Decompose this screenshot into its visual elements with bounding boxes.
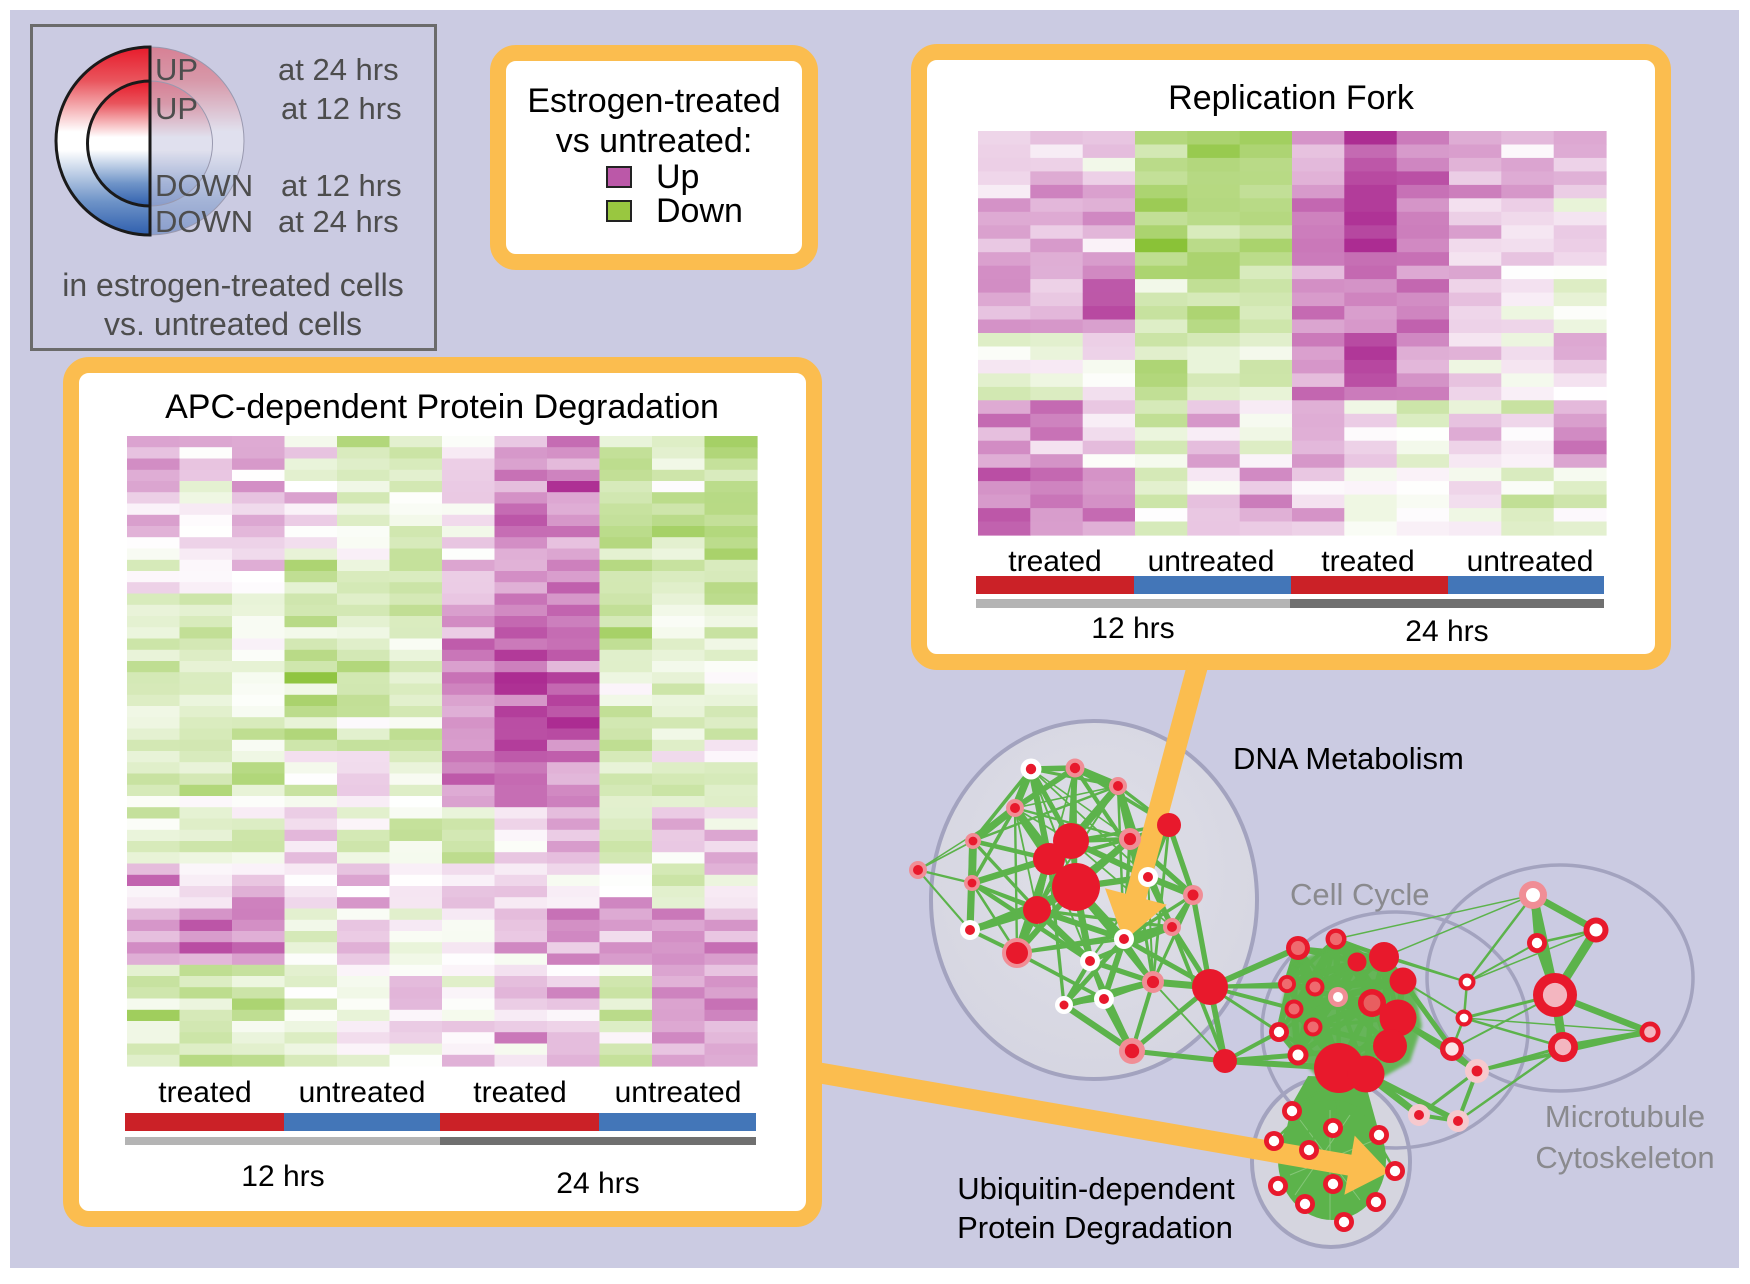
svg-text:UP: UP — [155, 91, 198, 126]
svg-text:untreated: untreated — [299, 1076, 426, 1109]
svg-text:at 12 hrs: at 12 hrs — [281, 168, 402, 203]
svg-text:Cell Cycle: Cell Cycle — [1290, 877, 1430, 912]
svg-text:vs untreated:: vs untreated: — [556, 122, 753, 160]
svg-text:Microtubule: Microtubule — [1545, 1099, 1705, 1134]
svg-text:treated: treated — [473, 1076, 566, 1109]
svg-text:at 24 hrs: at 24 hrs — [278, 204, 399, 239]
svg-text:untreated: untreated — [615, 1076, 742, 1109]
svg-text:Replication Fork: Replication Fork — [1168, 79, 1415, 117]
svg-text:UP: UP — [155, 52, 198, 87]
svg-text:untreated: untreated — [1148, 545, 1275, 578]
svg-text:Down: Down — [656, 192, 743, 230]
svg-text:DOWN: DOWN — [155, 168, 253, 203]
svg-text:DOWN: DOWN — [155, 204, 253, 239]
svg-text:treated: treated — [158, 1076, 251, 1109]
svg-text:at 12 hrs: at 12 hrs — [281, 91, 402, 126]
svg-text:12 hrs: 12 hrs — [241, 1160, 324, 1193]
svg-text:Ubiquitin-dependent: Ubiquitin-dependent — [957, 1171, 1235, 1206]
svg-text:in estrogen-treated cells: in estrogen-treated cells — [62, 267, 404, 303]
svg-text:vs. untreated cells: vs. untreated cells — [104, 306, 362, 342]
svg-text:APC-dependent Protein Degradat: APC-dependent Protein Degradation — [165, 388, 719, 426]
svg-text:treated: treated — [1008, 545, 1101, 578]
svg-text:treated: treated — [1321, 545, 1414, 578]
svg-text:Up: Up — [656, 158, 699, 196]
svg-text:24 hrs: 24 hrs — [556, 1167, 639, 1200]
svg-text:at 24 hrs: at 24 hrs — [278, 52, 399, 87]
svg-text:24 hrs: 24 hrs — [1405, 615, 1488, 648]
svg-text:Cytoskeleton: Cytoskeleton — [1535, 1140, 1714, 1175]
svg-text:Protein Degradation: Protein Degradation — [957, 1210, 1233, 1245]
svg-text:Estrogen-treated: Estrogen-treated — [527, 82, 780, 120]
svg-text:untreated: untreated — [1467, 545, 1594, 578]
svg-text:12 hrs: 12 hrs — [1091, 612, 1174, 645]
svg-text:DNA Metabolism: DNA Metabolism — [1233, 741, 1464, 776]
